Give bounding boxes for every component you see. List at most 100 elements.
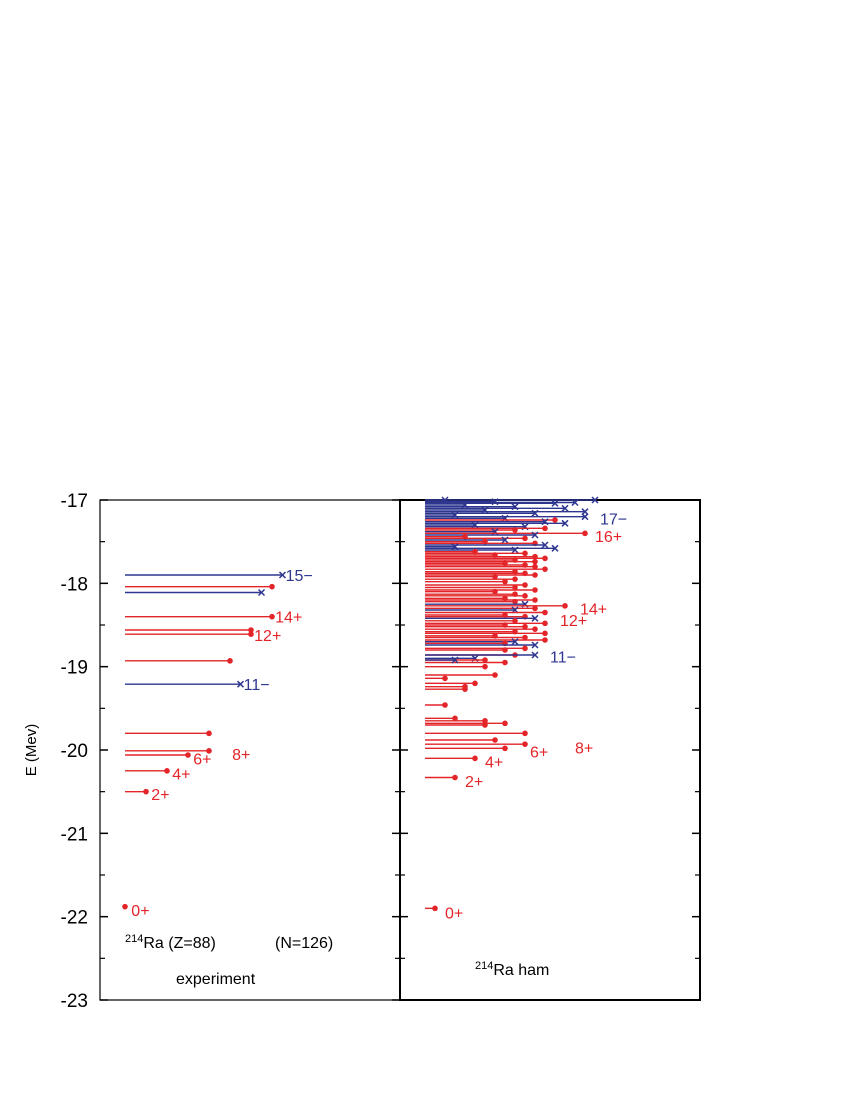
y-axis-title: E (Mev) [23,724,40,777]
level-label: 0+ [445,906,463,923]
level-marker-positive [542,525,548,532]
level-label: 15− [286,568,313,585]
y-axis: -17 -18 -19 -20 -21 -22 -23 [61,491,700,1012]
level-label: 2+ [465,774,483,791]
level-marker-positive [462,686,468,692]
level-marker-positive [206,730,212,737]
level-marker-positive [269,583,275,590]
level-marker-negative [561,504,569,512]
level-marker-negative [551,544,559,552]
level-label: 12+ [254,628,281,645]
level-marker-positive [522,623,528,630]
level-marker-positive [492,588,498,595]
level-marker-positive [492,573,498,580]
level-label: 11− [244,677,270,694]
level-marker-positive [532,587,538,593]
level-marker-positive [248,627,254,633]
level-marker-positive [472,755,478,762]
y-tick-label: -18 [61,574,88,595]
level-marker-positive [522,645,528,652]
level-marker-positive [452,774,458,781]
labels-layer: 15−14+12+11−6+ 8+4+2+0+17−16+14+12+11−6+ 8… [131,511,627,922]
levels-layer [122,496,599,912]
level-marker-negative [591,496,599,504]
level-marker-positive [582,530,588,537]
level-marker-positive [185,752,191,758]
nucleus-annotation: 214Ra (Z=88) (N=126) [125,933,333,952]
level-marker-positive [482,722,488,728]
level-marker-positive [542,630,548,637]
y-tick-label: -17 [61,491,88,512]
level-marker-positive [522,535,528,542]
level-marker-positive [522,634,528,641]
level-marker-negative [501,536,509,544]
level-marker-positive [532,597,538,603]
level-marker-positive [269,613,275,620]
level-marker-positive [532,563,538,570]
level-marker-positive [482,657,488,663]
y-tick-label: -23 [61,991,88,1012]
level-marker-negative [257,588,266,597]
level-marker-positive [432,905,438,912]
level-marker-positive [143,788,149,795]
level-marker-negative [581,513,589,521]
level-marker-negative [511,638,519,646]
level-marker-positive [532,626,538,632]
level-marker-positive [248,631,254,637]
level-marker-positive [532,572,538,578]
level-marker-negative [511,546,519,554]
level-label: 0+ [131,903,149,920]
level-marker-positive [532,558,538,565]
level-marker-positive [502,720,508,727]
level-marker-negative [451,656,459,664]
level-label: 14+ [580,601,607,618]
level-marker-positive [482,718,488,724]
level-marker-positive [542,566,548,572]
level-marker-positive [512,576,518,582]
y-tick-label: -19 [61,658,88,679]
level-marker-positive [522,730,528,737]
level-marker-positive [206,748,212,754]
level-marker-positive [562,603,568,609]
level-marker-positive [512,527,518,533]
level-label: 8+ [575,741,593,758]
level-marker-positive [522,550,528,557]
level-marker-negative [531,651,539,659]
level-marker-positive [492,672,498,678]
level-marker-negative [531,614,539,622]
level-marker-positive [502,659,508,666]
level-label: 16+ [595,529,622,546]
level-marker-positive [522,741,528,747]
level-marker-positive [542,637,548,643]
level-marker-negative [561,519,569,527]
level-marker-positive [502,745,508,752]
level-marker-positive [552,517,558,523]
level-label: 2+ [151,787,169,804]
panel-caption-ham: 214Ra ham [475,960,549,979]
level-label: 8+ [232,747,250,764]
level-marker-positive [492,737,498,743]
level-marker-negative [531,531,539,539]
level-marker-positive [542,609,548,616]
level-marker-negative [236,680,245,688]
level-marker-positive [542,555,548,562]
level-marker-positive [502,578,508,585]
level-marker-negative [551,499,559,507]
level-marker-positive [472,680,478,687]
level-label: 11− [550,650,576,667]
level-marker-positive [512,584,518,591]
annotations-layer: 214Ra (Z=88) (N=126) experiment 214Ra ham [125,933,549,988]
y-tick-label: -22 [61,908,88,929]
level-marker-positive [164,768,170,774]
level-marker-positive [482,663,488,670]
level-marker-positive [522,593,528,599]
level-marker-positive [442,675,448,682]
level-marker-negative [541,541,549,549]
level-marker-positive [522,582,528,588]
y-tick-label: -20 [61,741,88,762]
level-marker-negative [531,509,539,517]
level-marker-positive [442,702,448,708]
level-label: 4+ [485,755,503,772]
level-marker-positive [227,658,233,664]
